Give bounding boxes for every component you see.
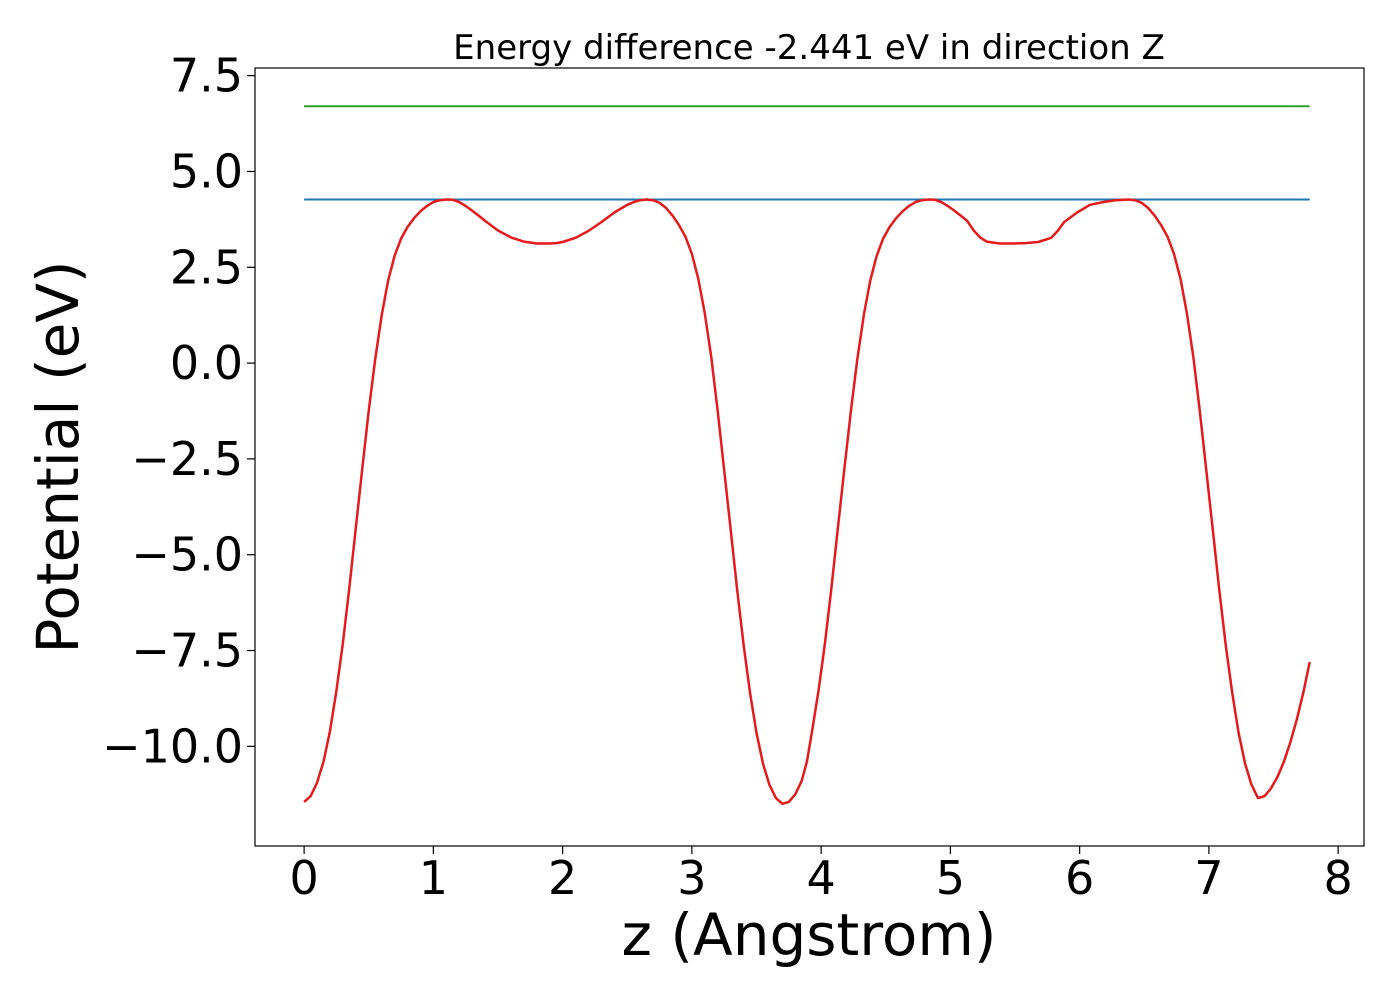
x-tick-label: 1 xyxy=(419,851,448,905)
y-tick-label: 2.5 xyxy=(170,240,243,294)
x-tick-label: 6 xyxy=(1065,851,1094,905)
x-tick-label: 3 xyxy=(677,851,706,905)
plot-frame xyxy=(254,67,1365,847)
y-axis-title: Potential (eV) xyxy=(24,260,92,653)
y-axis: 7.5 5.0 2.5 0.0 −2.5 −5.0 −7.5 −10.0 xyxy=(102,49,255,773)
plot-area xyxy=(303,105,1311,806)
series-line-2 xyxy=(303,198,1311,806)
x-tick-label: 0 xyxy=(289,851,318,905)
y-tick-label: −5.0 xyxy=(131,528,243,582)
y-tick-label: 5.0 xyxy=(170,144,243,198)
x-axis: 0 1 2 3 4 5 6 7 8 xyxy=(289,846,1353,905)
x-tick-label: 2 xyxy=(548,851,577,905)
y-tick-label: −2.5 xyxy=(131,432,243,486)
x-tick-label: 7 xyxy=(1194,851,1223,905)
x-tick-label: 5 xyxy=(936,851,965,905)
y-tick-label: −10.0 xyxy=(102,719,243,773)
x-axis-title: z (Angstrom) xyxy=(622,901,997,969)
y-tick-label: −7.5 xyxy=(131,624,243,678)
x-tick-label: 8 xyxy=(1324,851,1353,905)
x-tick-label: 4 xyxy=(806,851,835,905)
y-tick-label: 7.5 xyxy=(170,49,243,103)
y-tick-label: 0.0 xyxy=(170,336,243,390)
chart-title: Energy difference -2.441 eV in direction… xyxy=(453,28,1165,68)
